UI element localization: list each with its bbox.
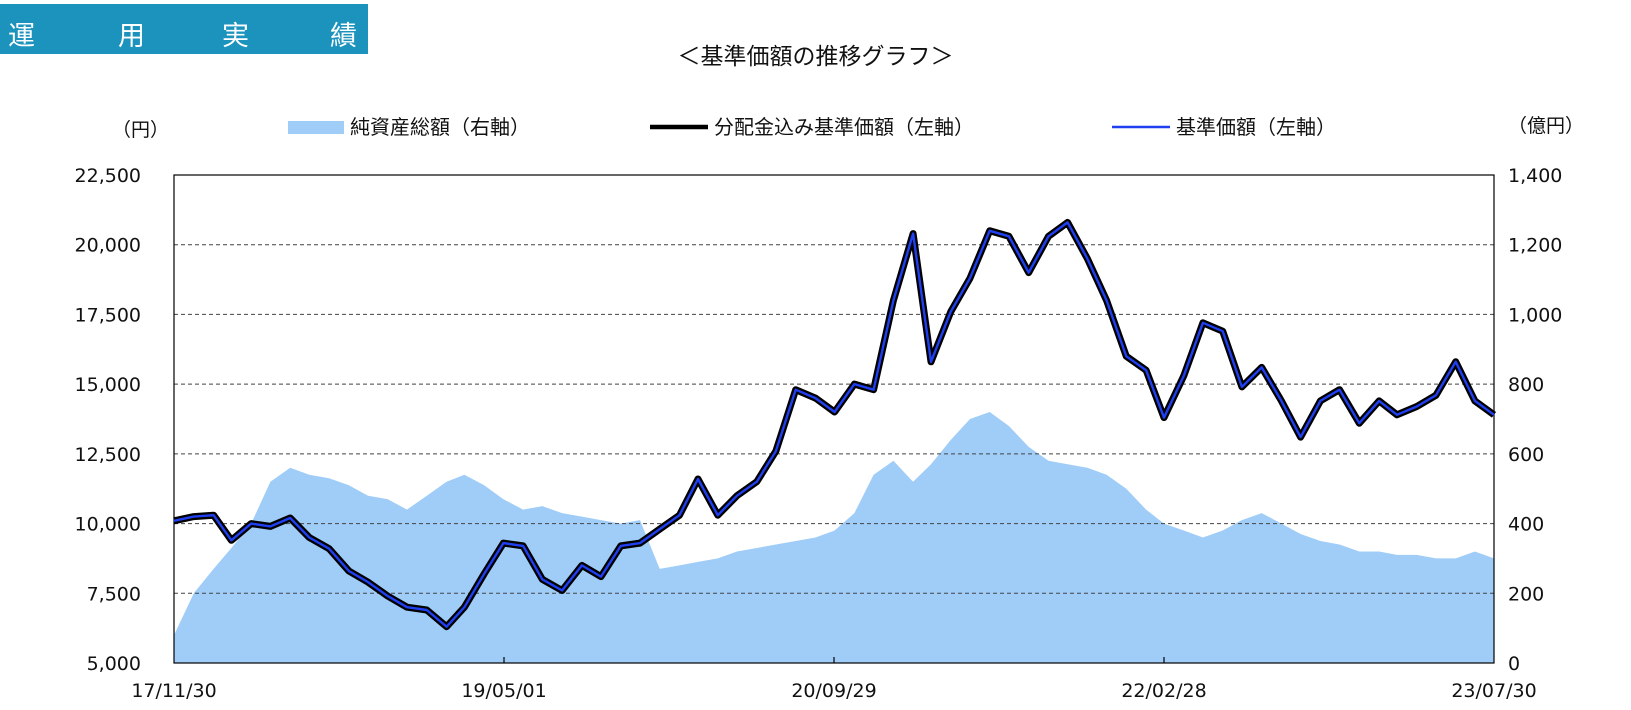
series-area-net-assets: [174, 412, 1494, 663]
x-tick-label: 19/05/01: [461, 680, 546, 702]
section-tab-char: 運: [8, 21, 35, 52]
section-tab-char: 用: [118, 21, 145, 52]
legend-label-net-assets: 純資産総額（右軸）: [350, 115, 530, 139]
y-left-tick-label: 12,500: [75, 444, 141, 466]
x-tick-label: 17/11/30: [131, 680, 216, 702]
y-right-tick-label: 200: [1508, 583, 1544, 605]
y-right-tick-label: 1,200: [1508, 235, 1562, 257]
y-left-tick-label: 7,500: [87, 583, 141, 605]
legend-swatch-net-assets: [288, 121, 344, 134]
chart-title: ＜基準価額の推移グラフ＞: [677, 44, 954, 70]
legend-label-dividend-nav: 分配金込み基準価額（左軸）: [714, 115, 974, 139]
x-tick-label: 22/02/28: [1121, 680, 1206, 702]
y-left-tick-label: 22,500: [75, 165, 141, 187]
y-right-tick-label: 600: [1508, 444, 1544, 466]
y-right-tick-label: 800: [1508, 374, 1544, 396]
y-left-unit: （円）: [112, 119, 169, 141]
legend-label-nav: 基準価額（左軸）: [1176, 115, 1336, 139]
y-right-tick-label: 0: [1508, 653, 1520, 675]
x-tick-label: 23/07/30: [1451, 680, 1536, 702]
y-right-unit: （億円）: [1508, 115, 1584, 137]
section-tab: 運 用 実 績: [0, 4, 368, 54]
section-tab-char: 実: [222, 21, 249, 52]
section-tab-char: 績: [330, 21, 357, 52]
y-right-tick-label: 1,400: [1508, 165, 1562, 187]
y-left-tick-label: 20,000: [75, 235, 141, 257]
x-tick-label: 20/09/29: [791, 680, 876, 702]
y-left-tick-label: 10,000: [75, 514, 141, 536]
series-line-nav: [173, 221, 1495, 628]
y-right-tick-label: 400: [1508, 514, 1544, 536]
y-right-tick-label: 1,000: [1508, 304, 1562, 326]
y-left-tick-label: 17,500: [75, 304, 141, 326]
y-left-tick-label: 5,000: [87, 653, 141, 675]
legend: 純資産総額（右軸） 分配金込み基準価額（左軸） 基準価額（左軸）: [288, 115, 1336, 139]
y-left-tick-label: 15,000: [75, 374, 141, 396]
